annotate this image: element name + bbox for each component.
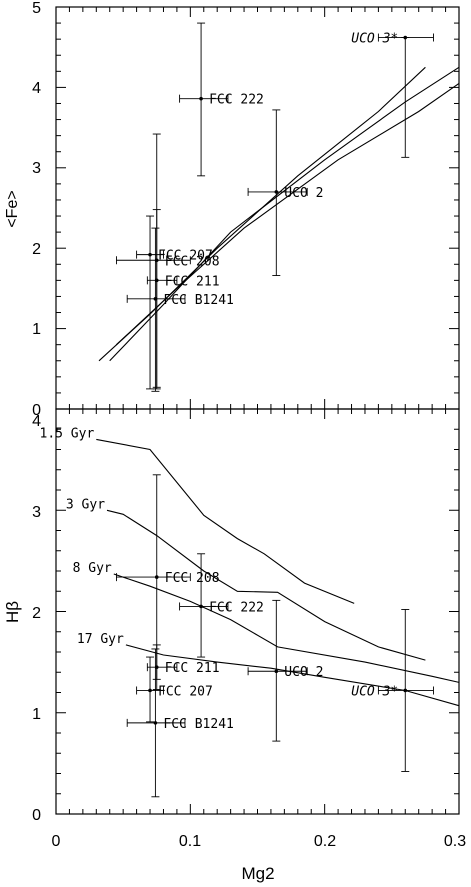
x-axis-label: Mg2 [241,864,274,883]
age-track-label: 17 Gyr [77,632,124,647]
point-label: UCO 3* [351,32,398,47]
top-y-tick-label: 2 [32,241,41,258]
age-track-label: 3 Gyr [66,497,105,512]
point-label: FCC B1241 [163,293,233,308]
bottom-panel-ticks [55,408,460,815]
top-y-tick-label: 0 [32,402,41,419]
data-point [136,215,164,390]
data-marker [148,688,152,693]
point-label: FCC 222 [209,600,264,615]
bottom-y-tick-label: 2 [32,605,41,622]
model-line [116,82,460,346]
top-y-tick-label: 4 [32,80,41,97]
point-label: FCC 208 [165,571,220,586]
model-line [109,66,460,362]
data-marker [153,297,158,301]
model-line [98,66,426,362]
top-y-tick-label: 5 [32,0,41,17]
top-panel-frame [55,6,460,410]
top-y-tick-label: 3 [32,160,41,177]
bottom-y-tick-label: 4 [32,413,41,430]
data-point [247,109,308,276]
point-label: FCC 222 [209,93,264,108]
x-tick-label: 0.2 [314,833,336,850]
data-point [146,644,178,690]
data-point [179,553,229,658]
bottom-y-tick-label: 3 [32,504,41,521]
bottom-panel-x-tick-labels: 0 0.1 0.2 0.3 [52,833,467,850]
age-track-labels: 1.5 Gyr 3 Gyr 8 Gyr 17 Gyr [40,426,125,647]
top-y-tick-label: 1 [32,321,41,338]
x-tick-label: 0.1 [179,833,201,850]
data-marker [403,35,408,40]
bottom-point-labels: FCC 208 FCC 222 FCC 211 FCC 207 FCC B1241 UCO… [158,571,398,732]
point-label: FCC 211 [165,274,220,289]
point-label: FCC B1241 [163,717,233,732]
top-model-lines [98,66,460,362]
top-panel-y-tick-labels: 0 1 2 3 4 5 [32,0,41,419]
x-tick-label: 0 [52,833,61,850]
point-label: FCC 208 [165,254,220,269]
bottom-panel: 0 1 2 3 4 0 0.1 0.2 0.3 Mg2 Hβ FCC 208FC… [3,408,467,883]
bottom-y-tick-label: 1 [32,706,41,723]
point-label: UCO 2 [284,665,323,680]
data-point [377,33,434,158]
bottom-y-axis-label: Hβ [3,601,22,623]
data-point [136,656,164,723]
point-label: UCO 3* [351,684,398,699]
top-data-points [115,22,434,392]
bottom-data-points [115,474,434,798]
data-marker [403,688,408,693]
point-label: FCC 207 [158,249,213,264]
age-track-line [96,438,355,604]
point-label: UCO 2 [284,186,323,201]
data-marker [274,190,279,194]
data-point [179,22,229,177]
bottom-y-tick-label: 0 [32,807,41,824]
data-marker [148,252,152,257]
age-track-label: 1.5 Gyr [40,426,95,441]
data-marker [199,96,203,101]
top-y-axis-label: <Fe> [4,190,21,227]
point-label: FCC 211 [165,661,220,676]
age-track-line [106,509,426,661]
data-point [126,227,186,392]
data-marker [154,575,159,579]
point-label: FCC 207 [158,684,213,699]
data-marker [199,604,203,609]
bottom-age-tracks [96,438,460,707]
x-tick-label: 0.3 [444,833,466,850]
data-marker [274,669,279,674]
data-point [377,609,434,772]
data-marker [153,721,158,725]
data-point [126,648,186,798]
data-point [247,599,308,742]
top-panel-ticks [55,6,460,410]
age-track-label: 8 Gyr [73,561,112,576]
bottom-panel-y-tick-labels: 0 1 2 3 4 [32,413,41,824]
